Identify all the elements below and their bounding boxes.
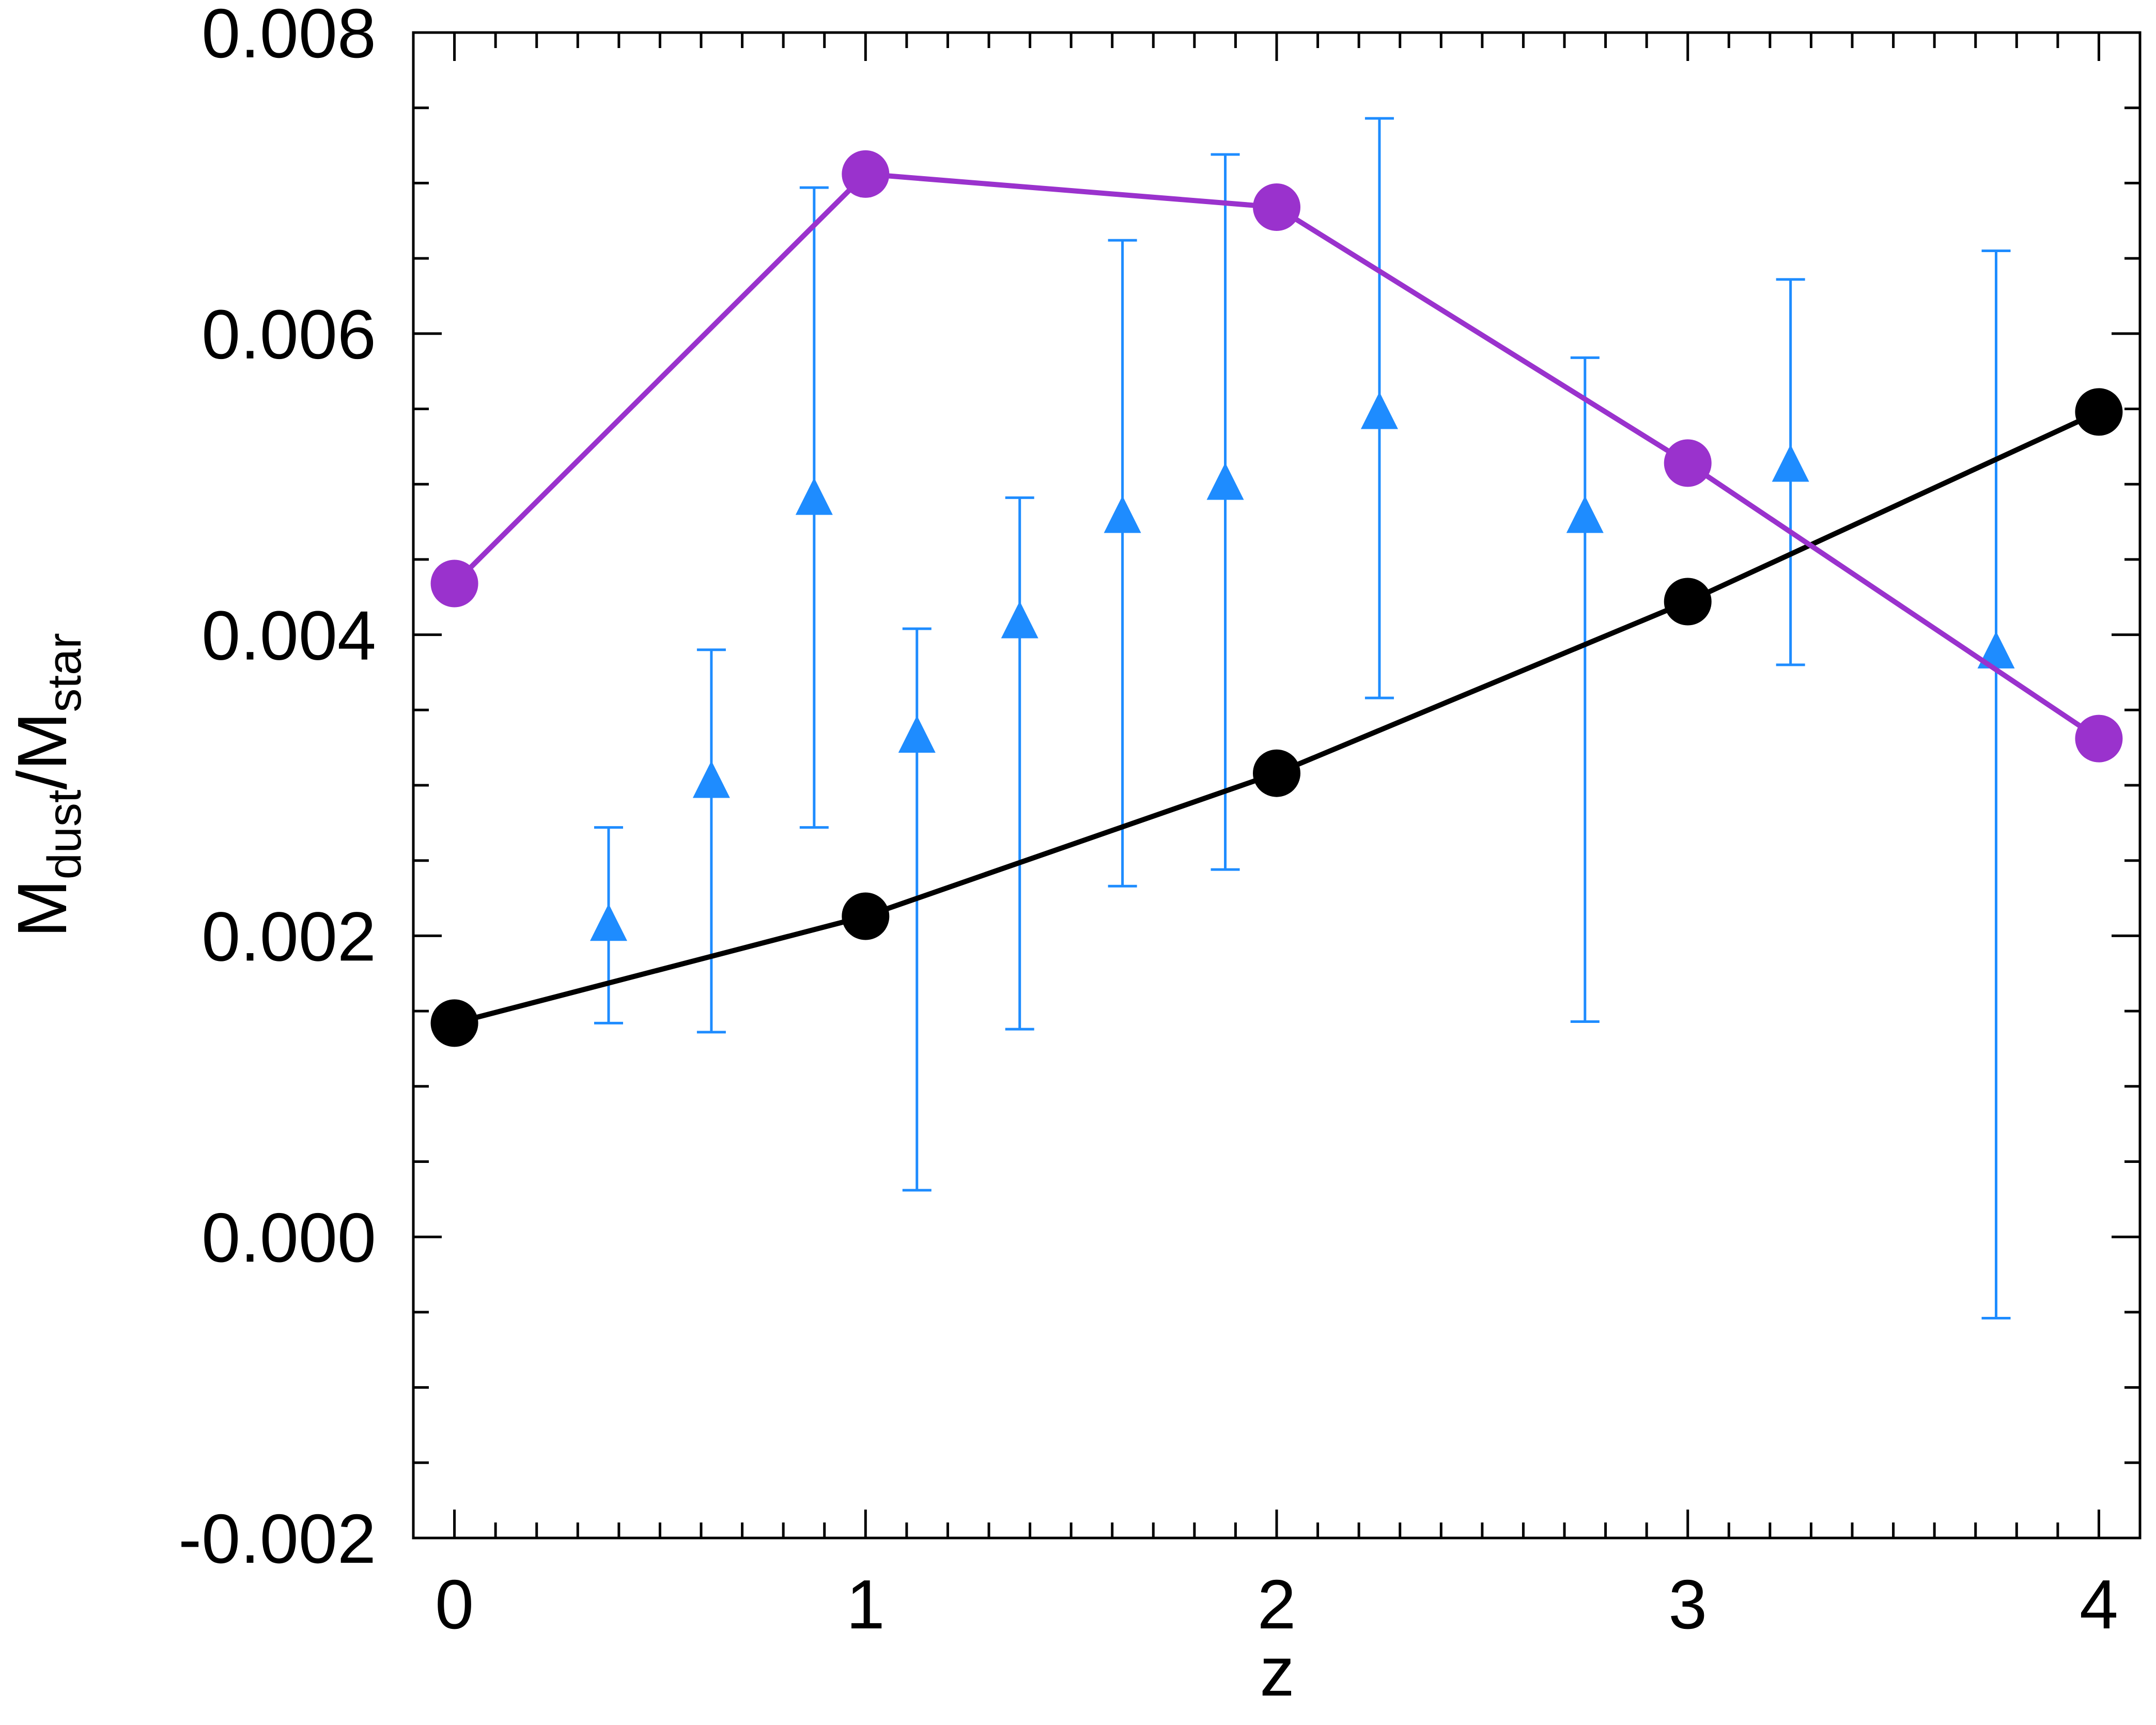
- y-tick-label: 0.000: [201, 1199, 376, 1277]
- series-line: [454, 409, 2100, 1026]
- axis-ticks: [412, 31, 2142, 1540]
- y-axis-label-slash: /M: [3, 712, 81, 790]
- data-point: [1360, 392, 1398, 429]
- plot-frame: [412, 31, 2142, 1540]
- x-tick-label: 3: [1668, 1565, 1707, 1643]
- y-tick-label: 0.008: [201, 0, 376, 72]
- data-point: [1001, 601, 1038, 639]
- y-axis-label-main: M: [3, 879, 81, 937]
- x-tick-label: 1: [846, 1565, 885, 1643]
- data-point: [430, 999, 478, 1047]
- data-point: [1566, 495, 1604, 533]
- data-point: [2075, 388, 2123, 436]
- x-tick-label: 2: [1257, 1565, 1296, 1643]
- x-axis-label: z: [1260, 1633, 1295, 1711]
- y-tick-label: 0.002: [201, 897, 376, 975]
- data-point: [1206, 462, 1244, 500]
- data-point: [1977, 631, 2015, 669]
- x-tick-label: 4: [2080, 1565, 2118, 1643]
- plot-series: [430, 117, 2123, 1320]
- series-line: [453, 171, 2101, 741]
- data-point: [795, 477, 833, 515]
- data-point: [590, 904, 627, 941]
- data-point: [430, 560, 478, 608]
- data-point: [1253, 749, 1300, 797]
- data-point: [842, 150, 890, 198]
- y-tick-label: 0.006: [201, 296, 376, 374]
- data-point: [1664, 578, 1712, 626]
- y-axis-label-sub-star: star: [38, 633, 91, 712]
- data-point: [1253, 183, 1300, 231]
- data-point: [1104, 495, 1141, 533]
- series-purple-model: [430, 150, 2123, 763]
- series-observations: [590, 117, 2015, 1320]
- data-point: [1664, 439, 1712, 487]
- y-tick-label: -0.002: [178, 1500, 376, 1578]
- y-axis-label: Mdust/Mstar: [3, 633, 91, 938]
- tick-labels: 0 1 2 3 4 -0.002 0.000 0.002 0.004 0.006 0.008: [178, 0, 2118, 1643]
- data-point: [898, 716, 936, 753]
- data-point: [2075, 714, 2123, 763]
- data-point: [842, 892, 890, 940]
- y-tick-label: 0.004: [201, 597, 376, 675]
- series-black-model: [430, 388, 2123, 1047]
- data-point: [1772, 444, 1809, 482]
- data-point: [692, 760, 730, 798]
- y-axis-label-sub-dust: dust: [38, 789, 91, 879]
- x-tick-label: 0: [435, 1565, 474, 1643]
